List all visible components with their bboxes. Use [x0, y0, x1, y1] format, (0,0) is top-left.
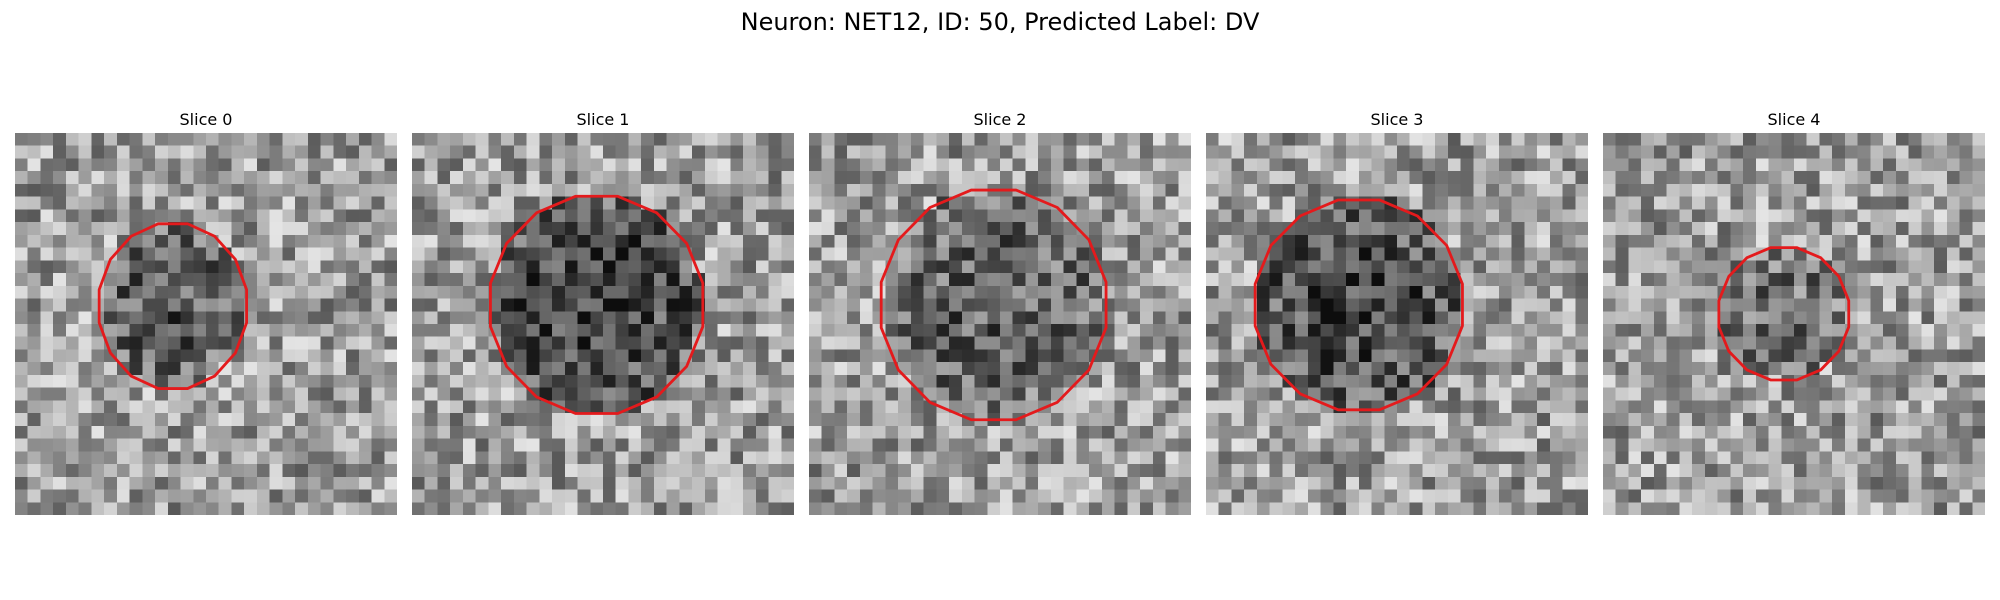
- slice-image: [412, 133, 794, 515]
- slice-image: [1206, 133, 1588, 515]
- segmentation-outline: [1253, 198, 1464, 412]
- slice-panel-2: Slice 2: [809, 108, 1191, 515]
- slice-image: [15, 133, 397, 515]
- slice-title: Slice 1: [576, 110, 630, 129]
- slice-title: Slice 2: [973, 110, 1027, 129]
- slice-title: Slice 0: [179, 110, 233, 129]
- segmentation-outline: [97, 222, 249, 390]
- slice-title: Slice 4: [1767, 110, 1821, 129]
- slice-panel-4: Slice 4: [1603, 108, 1985, 515]
- segmentation-outline: [1717, 246, 1851, 382]
- slice-image: [809, 133, 1191, 515]
- slice-image: [1603, 133, 1985, 515]
- segmentation-outline: [879, 188, 1108, 422]
- slice-panel-1: Slice 1: [412, 108, 794, 515]
- figure-title: Neuron: NET12, ID: 50, Predicted Label: …: [740, 8, 1260, 36]
- slice-panel-0: Slice 0: [15, 108, 397, 515]
- segmentation-outline: [489, 194, 705, 415]
- slice-panel-3: Slice 3: [1206, 108, 1588, 515]
- slice-title: Slice 3: [1370, 110, 1424, 129]
